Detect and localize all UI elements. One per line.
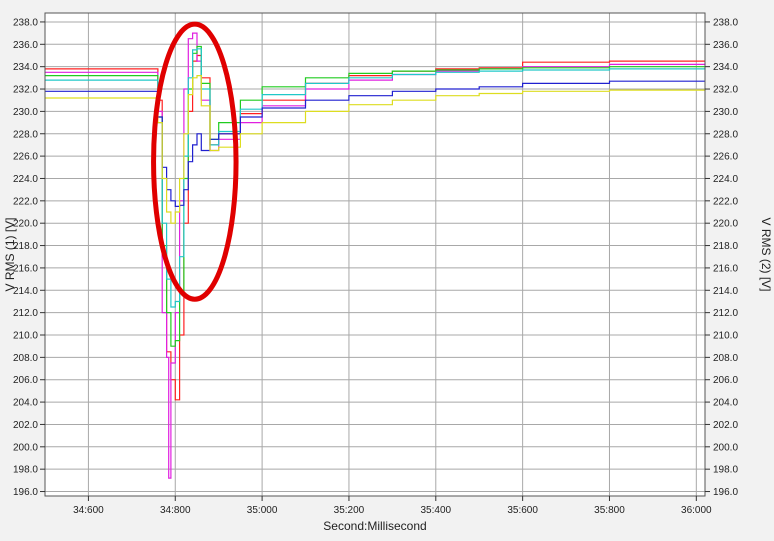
- y-axis-right: 196.0 198.0 200.0 202.0 204.0 206.0 208.0 210.0…: [705, 17, 738, 498]
- y-tick-label-right: 206.0: [713, 375, 738, 386]
- y-tick-label-left: 208.0: [13, 353, 38, 364]
- y-tick-label-right: 234.0: [713, 62, 738, 73]
- x-axis: 34:600 34:800 35:000 35:200 35:400 35:600 35:8…: [73, 496, 712, 516]
- y-tick-label-left: 220.0: [13, 219, 38, 230]
- y-tick-label-right: 200.0: [713, 442, 738, 453]
- y-tick-label-left: 200.0: [13, 442, 38, 453]
- y-tick-label-left: 202.0: [13, 420, 38, 431]
- y-tick-label-left: 206.0: [13, 375, 38, 386]
- y-tick-label-left: 236.0: [13, 40, 38, 51]
- series-lines: [45, 32, 706, 479]
- y-tick-label-right: 210.0: [713, 331, 738, 342]
- y-tick-label-left: 196.0: [13, 487, 38, 498]
- y-tick-label-right: 226.0: [713, 152, 738, 163]
- y-tick-label-left: 224.0: [13, 174, 38, 185]
- plot-frame: [44, 12, 706, 497]
- y-tick-label-right: 204.0: [713, 398, 738, 409]
- y-tick-label-left: 230.0: [13, 107, 38, 118]
- x-tick-label: 35:000: [247, 505, 278, 516]
- x-tick-label: 35:600: [507, 505, 538, 516]
- y-tick-label-right: 220.0: [713, 219, 738, 230]
- y-tick-label-right: 216.0: [713, 263, 738, 274]
- plot-area: [45, 13, 705, 496]
- y-tick-label-right: 196.0: [713, 487, 738, 498]
- y-tick-label-left: 218.0: [13, 241, 38, 252]
- x-tick-label: 34:600: [73, 505, 104, 516]
- annotation-ellipse: [151, 21, 239, 302]
- x-tick-label: 35:200: [334, 505, 365, 516]
- x-tick-label: 35:400: [420, 505, 451, 516]
- y-axis-left: 196.0 198.0 200.0 202.0 204.0 206.0 208.0 210.0…: [13, 17, 45, 498]
- y-tick-label-left: 234.0: [13, 62, 38, 73]
- y-tick-label-right: 230.0: [713, 107, 738, 118]
- y-tick-label-left: 212.0: [13, 308, 38, 319]
- series-line-5: [45, 80, 705, 207]
- y-tick-label-left: 226.0: [13, 152, 38, 163]
- series-line-4: [45, 48, 706, 308]
- y-tick-label-right: 238.0: [713, 17, 738, 28]
- y-tick-label-right: 228.0: [713, 129, 738, 140]
- y-tick-label-left: 204.0: [13, 398, 38, 409]
- y-tick-label-right: 222.0: [713, 196, 738, 207]
- y-tick-label-right: 224.0: [713, 174, 738, 185]
- y-tick-label-right: 198.0: [713, 465, 738, 476]
- x-axis-label: Second:Millisecond: [323, 519, 426, 533]
- series-line-6: [45, 75, 706, 224]
- y-axis-left-label: V RMS (1) [V]: [3, 217, 17, 291]
- y-tick-label-right: 202.0: [713, 420, 738, 431]
- y-tick-label-left: 228.0: [13, 129, 38, 140]
- y-tick-label-left: 216.0: [13, 263, 38, 274]
- y-tick-label-left: 222.0: [13, 196, 38, 207]
- x-tick-label: 36:000: [681, 505, 712, 516]
- y-axis-right-label: V RMS (2) [V]: [759, 217, 773, 291]
- x-tick-label: 35:800: [594, 505, 625, 516]
- y-tick-label-right: 214.0: [713, 286, 738, 297]
- y-tick-label-left: 210.0: [13, 331, 38, 342]
- y-tick-label-right: 236.0: [713, 40, 738, 51]
- y-tick-label-right: 208.0: [713, 353, 738, 364]
- y-tick-label-left: 214.0: [13, 286, 38, 297]
- y-tick-label-left: 238.0: [13, 17, 38, 28]
- y-tick-label-right: 212.0: [713, 308, 738, 319]
- x-tick-label: 34:800: [160, 505, 191, 516]
- y-tick-label-left: 232.0: [13, 85, 38, 96]
- grid-lines: [45, 13, 705, 496]
- y-tick-label-left: 198.0: [13, 465, 38, 476]
- y-tick-label-right: 232.0: [713, 85, 738, 96]
- y-tick-label-right: 218.0: [713, 241, 738, 252]
